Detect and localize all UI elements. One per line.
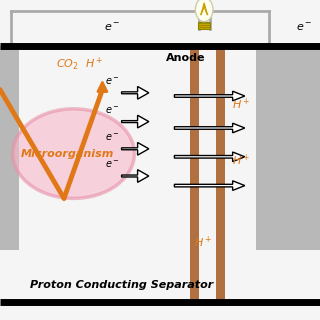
Bar (198, 22, 210, 29)
Text: $e^-$: $e^-$ (105, 159, 119, 170)
FancyArrow shape (122, 142, 149, 155)
Ellipse shape (195, 0, 213, 21)
FancyArrow shape (174, 123, 245, 133)
FancyArrow shape (122, 86, 149, 99)
Bar (0, 46, 19, 250)
Text: $CO_2\ \ H^+$: $CO_2\ \ H^+$ (56, 55, 104, 73)
FancyArrow shape (174, 91, 245, 101)
FancyArrow shape (174, 181, 245, 190)
Text: $e^-$: $e^-$ (105, 105, 119, 116)
FancyArrow shape (174, 152, 245, 162)
Bar (216, 46, 225, 302)
Text: Proton Conducting Separator: Proton Conducting Separator (30, 280, 213, 290)
Text: $e^-$: $e^-$ (105, 132, 119, 143)
Ellipse shape (13, 109, 134, 198)
Text: $e^-$: $e^-$ (296, 22, 312, 33)
Text: $e^-$: $e^-$ (104, 22, 120, 33)
Text: Microorganism: Microorganism (20, 148, 114, 159)
FancyArrow shape (122, 115, 149, 128)
Text: $H^+$: $H^+$ (232, 153, 251, 168)
Bar (256, 46, 320, 250)
Text: $H^+$: $H^+$ (194, 234, 212, 250)
Text: $e^-$: $e^-$ (105, 76, 119, 87)
Text: $H^+$: $H^+$ (232, 97, 251, 112)
Text: Anode: Anode (166, 52, 206, 63)
FancyArrow shape (122, 170, 149, 182)
Bar (190, 46, 199, 302)
